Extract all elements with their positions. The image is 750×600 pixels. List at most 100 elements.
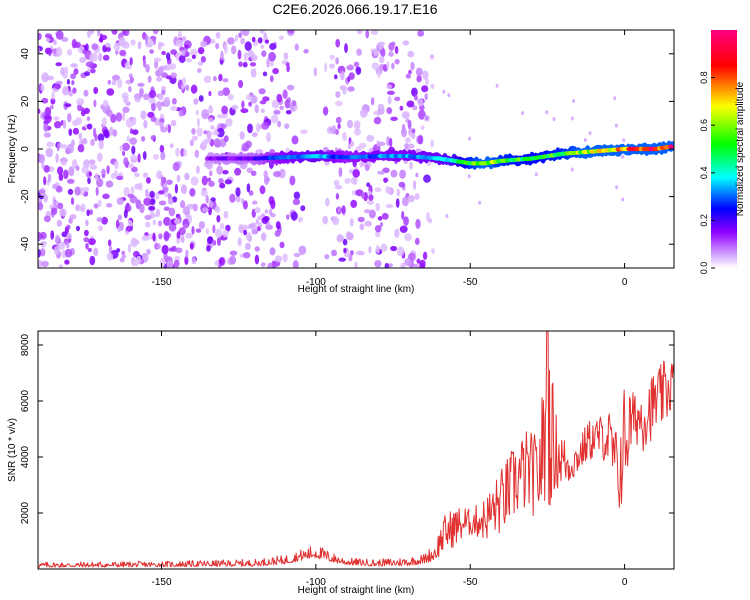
- heatmap-noise-cell: [83, 159, 90, 169]
- heatmap-noise-cell: [71, 80, 75, 86]
- heatmap-noise-cell: [198, 221, 205, 230]
- heatmap-noise-cell: [283, 52, 289, 60]
- heatmap-noise-cell: [163, 216, 171, 226]
- heatmap-noise-cell: [300, 129, 308, 135]
- heatmap-noise-cell: [622, 138, 626, 143]
- heatmap-noise-cell: [583, 138, 587, 142]
- heatmap-noise-cell: [377, 170, 386, 175]
- chart-title: C2E6.2026.066.19.17.E16: [272, 1, 437, 17]
- heatmap-noise-cell: [335, 116, 342, 124]
- heatmap-noise-cell: [83, 237, 90, 243]
- heatmap-noise-cell: [122, 150, 126, 157]
- heatmap-noise-cell: [53, 39, 57, 46]
- heatmap-noise-cell: [106, 252, 114, 261]
- heatmap-noise-cell: [521, 111, 525, 116]
- heatmap-noise-cell: [251, 36, 256, 43]
- heatmap-noise-cell: [40, 248, 46, 257]
- heatmap-noise-cell: [86, 209, 90, 217]
- heatmap-noise-cell: [155, 208, 161, 217]
- heatmap-noise-cell: [88, 238, 96, 246]
- heatmap-noise-cell: [247, 123, 253, 134]
- heatmap-noise-cell: [176, 231, 181, 239]
- heatmap-noise-cell: [208, 180, 215, 187]
- heatmap-noise-cell: [285, 110, 292, 115]
- heatmap-noise-cell: [287, 30, 295, 34]
- heatmap-noise-cell: [208, 105, 214, 114]
- heatmap-noise-cell: [267, 262, 273, 268]
- heatmap-noise-cell: [350, 177, 357, 185]
- heatmap-noise-cell: [191, 257, 197, 265]
- heatmap-noise-cell: [82, 187, 90, 192]
- heatmap-signal-trace: [204, 140, 674, 170]
- heatmap-noise-cell: [259, 100, 267, 105]
- heatmap-noise-cell: [130, 237, 138, 248]
- heatmap-noise-cell: [143, 119, 148, 129]
- colorbar-label: Normalized spectral amplitude: [735, 81, 746, 216]
- heatmap-noise-cell: [167, 124, 172, 134]
- heatmap-noise-cell: [73, 41, 81, 49]
- heatmap-noise-cell: [248, 190, 254, 196]
- heatmap-noise-cell: [94, 133, 98, 142]
- heatmap-noise-cell: [349, 217, 354, 227]
- heatmap-noise-cell: [414, 193, 420, 201]
- heatmap-noise-cell: [121, 254, 127, 259]
- heatmap-noise-cell: [68, 128, 73, 136]
- heatmap-noise-cell: [290, 211, 298, 221]
- heatmap-noise-cell: [215, 228, 223, 238]
- heatmap-noise-cell: [417, 98, 424, 107]
- heatmap-noise-cell: [112, 74, 120, 81]
- heatmap-noise-cell: [144, 221, 151, 228]
- heatmap-noise-cell: [40, 260, 49, 268]
- heatmap-noise-cell: [216, 165, 224, 175]
- heatmap-noise-cell: [377, 103, 385, 110]
- heatmap-noise-cell: [255, 149, 264, 155]
- heatmap-noise-cell: [355, 66, 362, 76]
- heatmap-noise-cell: [66, 224, 71, 230]
- heatmap-noise-cell: [201, 109, 210, 118]
- heatmap-noise-cell: [416, 258, 421, 264]
- heatmap-noise-cell: [55, 30, 64, 40]
- heatmap-noise-cell: [292, 100, 296, 107]
- heatmap-noise-cell: [222, 229, 229, 238]
- heatmap-noise-cell: [346, 119, 354, 129]
- heatmap-noise-cell: [293, 105, 298, 111]
- heatmap-noise-cell: [122, 106, 130, 114]
- heatmap-noise-cell: [83, 89, 89, 97]
- heatmap-noise-cell: [131, 166, 138, 173]
- heatmap-noise-cell: [223, 44, 228, 54]
- heatmap-noise-cell: [257, 37, 263, 44]
- heatmap-noise-cell: [384, 262, 389, 268]
- heatmap-noise-cell: [255, 122, 261, 133]
- heatmap-noise-cell: [377, 216, 383, 221]
- heatmap-noise-cell: [266, 58, 270, 68]
- snr-frame: [37, 330, 675, 570]
- heatmap-noise-cell: [407, 143, 415, 149]
- heatmap-noise-cell: [329, 63, 335, 69]
- heatmap-noise-cell: [270, 114, 279, 124]
- heatmap-noise-cell: [189, 139, 194, 147]
- heatmap-noise-cell: [407, 119, 412, 130]
- heatmap-noise-cell: [134, 172, 140, 177]
- heatmap-noise-cell: [297, 216, 303, 223]
- heatmap-noise-cell: [238, 61, 243, 67]
- heatmap-noise-cell: [145, 188, 149, 198]
- heatmap-noise-cell: [415, 218, 421, 229]
- heatmap-noise-cell: [87, 67, 91, 73]
- heatmap-noise-cell: [76, 98, 85, 106]
- heatmap-noise-cell: [38, 108, 41, 114]
- heatmap-noise-cell: [344, 177, 351, 184]
- heatmap-noise-cell: [208, 200, 214, 208]
- heatmap-noise-cell: [411, 87, 418, 97]
- heatmap-noise-cell: [234, 167, 242, 176]
- heatmap-noise-cell: [399, 169, 406, 179]
- heatmap-noise-cell: [181, 186, 187, 192]
- heatmap-noise-cell: [250, 95, 258, 104]
- heatmap-noise-cell: [422, 70, 429, 80]
- heatmap-noise-cell: [43, 215, 51, 223]
- y-tick-label: 6000: [20, 389, 31, 412]
- heatmap-noise-cell: [168, 222, 177, 232]
- heatmap-noise-cell: [269, 149, 275, 155]
- heatmap-noise-cell: [57, 242, 66, 251]
- heatmap-noise-cell: [229, 250, 238, 256]
- heatmap-noise-cell: [227, 37, 235, 45]
